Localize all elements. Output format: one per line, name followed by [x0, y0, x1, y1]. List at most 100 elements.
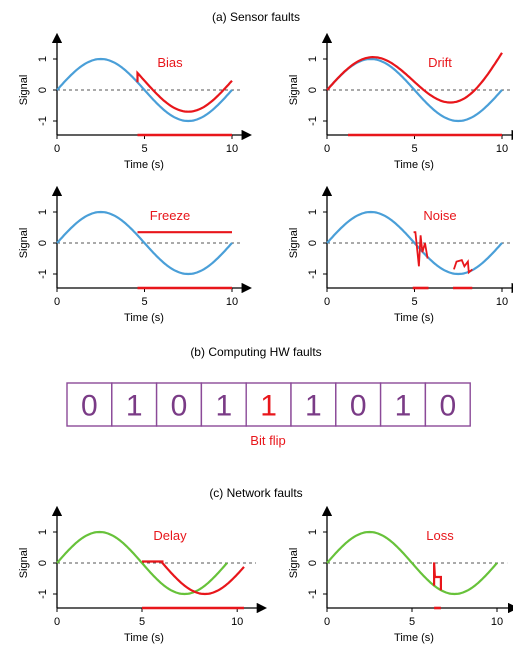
normal-signal-line	[56, 530, 228, 596]
x-tick-label: 5	[139, 616, 145, 628]
fault-label: Drift	[428, 55, 452, 70]
x-tick-label: 0	[54, 143, 60, 155]
bit-cell: 0	[66, 382, 113, 427]
y-tick-label: 1	[307, 56, 319, 62]
bit-value: 0	[171, 390, 188, 423]
bit-cell: 0	[155, 382, 203, 427]
x-tick-label: 10	[496, 296, 508, 308]
fault-signal-line	[413, 231, 429, 267]
normal-signal-line	[326, 210, 503, 276]
x-tick-label: 5	[141, 296, 147, 308]
x-axis-label: Time (s)	[394, 632, 434, 644]
x-axis-label: Time (s)	[124, 159, 164, 171]
y-axis-label: Signal	[288, 548, 300, 579]
bit-cell: 0	[424, 382, 471, 427]
bit-value: 1	[126, 390, 143, 423]
bit-value: 0	[350, 390, 367, 423]
y-tick-label: 1	[37, 529, 49, 535]
y-tick-label: 0	[307, 240, 319, 246]
x-tick-label: 10	[496, 143, 508, 155]
x-tick-label: 5	[409, 616, 415, 628]
y-axis-label: Signal	[18, 228, 30, 259]
y-tick-label: 0	[307, 560, 319, 566]
y-tick-label: 0	[37, 560, 49, 566]
bit-cell: 1	[290, 382, 337, 427]
normal-signal-line	[56, 57, 233, 123]
bit-cell: 1	[111, 382, 158, 427]
y-tick-label: 1	[37, 209, 49, 215]
x-tick-label: 5	[411, 296, 417, 308]
fault-signal-line	[433, 562, 442, 591]
y-tick-label: -1	[37, 116, 49, 126]
bit-value: 1	[215, 390, 232, 423]
x-tick-label: 0	[324, 616, 330, 628]
bit-value: 0	[81, 390, 98, 423]
x-tick-label: 0	[54, 296, 60, 308]
bit-value: 1	[260, 390, 277, 423]
x-tick-label: 0	[54, 616, 60, 628]
bit-cell-border	[424, 382, 471, 427]
x-tick-label: 10	[226, 143, 238, 155]
x-axis-label: Time (s)	[124, 312, 164, 324]
fault-signal-line	[142, 560, 245, 596]
y-tick-label: -1	[37, 589, 49, 599]
bit-value: 0	[439, 390, 456, 423]
x-axis-label: Time (s)	[124, 632, 164, 644]
bit-cell-flipped: 1	[245, 382, 292, 427]
fault-label: Bias	[157, 55, 183, 70]
normal-signal-line	[326, 530, 498, 596]
y-axis-label: Signal	[18, 548, 30, 579]
computing-faults-title: (b) Computing HW faults	[190, 345, 321, 359]
bit-cell-border	[290, 382, 337, 427]
x-tick-label: 10	[231, 616, 243, 628]
y-tick-label: -1	[307, 589, 319, 599]
x-tick-label: 10	[491, 616, 503, 628]
y-tick-label: 0	[37, 240, 49, 246]
bit-cell-border	[155, 382, 203, 427]
bit-flip-caption: Bit flip	[250, 433, 285, 448]
x-axis-label: Time (s)	[394, 159, 434, 171]
x-tick-label: 5	[141, 143, 147, 155]
fault-signal-line	[136, 70, 233, 113]
y-tick-label: 1	[307, 529, 319, 535]
x-tick-label: 0	[324, 296, 330, 308]
fault-signal-line	[453, 259, 473, 275]
x-tick-label: 0	[324, 143, 330, 155]
x-tick-label: 10	[226, 296, 238, 308]
bit-cell-border	[379, 382, 427, 427]
y-axis-label: Signal	[288, 228, 300, 259]
fault-label: Loss	[426, 528, 454, 543]
network-faults-title: (c) Network faults	[209, 486, 302, 500]
bit-cell: 1	[379, 382, 427, 427]
y-axis-label: Signal	[288, 75, 300, 106]
bit-cell-border	[245, 382, 292, 427]
bit-cell-border	[111, 382, 158, 427]
sensor-faults-title: (a) Sensor faults	[212, 10, 300, 24]
bit-cell: 0	[335, 382, 382, 427]
bit-cell: 1	[200, 382, 247, 427]
y-tick-label: 1	[307, 209, 319, 215]
y-tick-label: -1	[307, 116, 319, 126]
fault-signal-line	[326, 52, 503, 104]
fault-label: Delay	[153, 528, 187, 543]
y-tick-label: -1	[307, 269, 319, 279]
bit-value: 1	[395, 390, 412, 423]
fault-label: Freeze	[150, 208, 190, 223]
y-tick-label: 0	[307, 87, 319, 93]
x-axis-label: Time (s)	[394, 312, 434, 324]
x-tick-label: 5	[411, 143, 417, 155]
normal-signal-line	[56, 210, 233, 276]
y-tick-label: -1	[37, 269, 49, 279]
y-tick-label: 0	[37, 87, 49, 93]
bit-cell-border	[335, 382, 382, 427]
fault-label: Noise	[423, 208, 456, 223]
